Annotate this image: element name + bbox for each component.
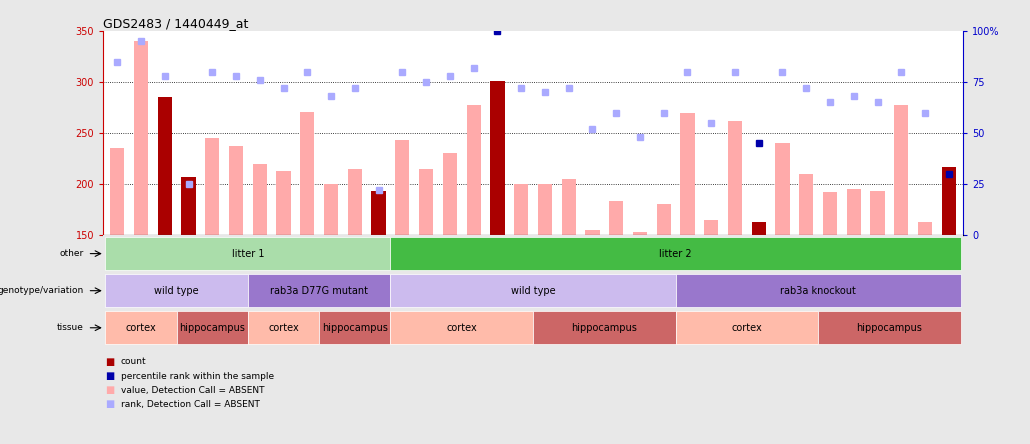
Bar [300,111,314,235]
Bar [134,41,148,235]
Bar [390,311,534,345]
Bar [490,81,505,235]
Bar [419,169,434,235]
Bar [681,113,694,235]
Bar [348,169,362,235]
Bar [105,311,177,345]
Bar [514,184,528,235]
Bar [799,174,814,235]
Text: cortex: cortex [268,323,299,333]
Text: hippocampus: hippocampus [857,323,922,333]
Bar [894,104,908,235]
Bar [158,97,172,235]
Text: litter 1: litter 1 [232,249,264,258]
Text: ■: ■ [105,385,114,395]
Bar [632,232,647,235]
Text: ■: ■ [105,357,114,367]
Bar [319,311,390,345]
Bar [205,138,219,235]
Bar [918,222,932,235]
Text: wild type: wild type [154,285,199,296]
Bar [177,311,248,345]
Bar [941,167,956,235]
Bar [728,121,742,235]
Bar [752,222,766,235]
Bar [585,230,599,235]
Bar [818,311,961,345]
Bar [105,237,390,270]
Text: GDS2483 / 1440449_at: GDS2483 / 1440449_at [103,17,248,30]
Text: cortex: cortex [126,323,157,333]
Bar [248,311,319,345]
Bar [823,192,837,235]
Bar [372,191,385,235]
Text: percentile rank within the sample: percentile rank within the sample [121,372,274,381]
Bar [847,189,861,235]
Bar [324,184,338,235]
Bar [776,143,790,235]
Text: cortex: cortex [731,323,762,333]
Bar [656,204,671,235]
Bar [561,179,576,235]
Bar [676,311,818,345]
Text: rab3a D77G mutant: rab3a D77G mutant [270,285,368,296]
Text: genotype/variation: genotype/variation [0,286,84,295]
Bar [110,148,125,235]
Text: value, Detection Call = ABSENT: value, Detection Call = ABSENT [121,386,264,395]
Text: wild type: wild type [511,285,555,296]
Bar [105,274,248,307]
Bar [181,177,196,235]
Text: rab3a knockout: rab3a knockout [780,285,856,296]
Bar [676,274,961,307]
Text: rank, Detection Call = ABSENT: rank, Detection Call = ABSENT [121,400,260,409]
Bar [609,202,623,235]
Text: hippocampus: hippocampus [179,323,245,333]
Text: other: other [60,249,84,258]
Bar [396,140,410,235]
Bar [390,274,676,307]
Bar [276,171,290,235]
Bar [443,154,457,235]
Text: hippocampus: hippocampus [572,323,638,333]
Bar [229,147,243,235]
Text: hippocampus: hippocampus [322,323,387,333]
Text: count: count [121,357,146,366]
Bar [248,274,390,307]
Text: ■: ■ [105,371,114,381]
Bar [467,104,481,235]
Bar [534,311,676,345]
Text: ■: ■ [105,400,114,409]
Text: cortex: cortex [446,323,477,333]
Text: tissue: tissue [58,323,84,332]
Bar [870,191,885,235]
Bar [705,220,718,235]
Bar [390,237,961,270]
Text: litter 2: litter 2 [659,249,692,258]
Bar [252,164,267,235]
Bar [538,184,552,235]
